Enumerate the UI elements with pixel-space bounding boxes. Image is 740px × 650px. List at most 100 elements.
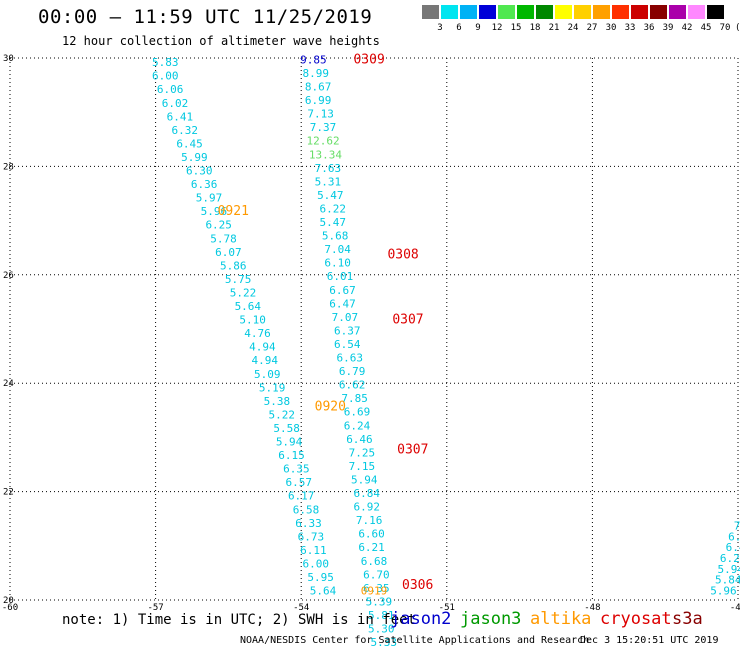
wave-height-value: 5.64 xyxy=(310,585,337,598)
legend-swatch xyxy=(631,5,648,19)
y-tick-label: 30 xyxy=(3,54,14,64)
wave-height-value: 6.35 xyxy=(283,463,310,476)
legend-swatch xyxy=(517,5,534,19)
wave-height-value: 4.94 xyxy=(249,341,276,354)
wave-height-value: 4.76 xyxy=(244,327,271,340)
wave-height-value: 6.24 xyxy=(720,552,740,565)
wave-height-value: 6.46 xyxy=(346,433,373,446)
wave-height-value: 6.68 xyxy=(361,555,388,568)
wave-height-value: 6.30 xyxy=(186,165,213,178)
wave-height-value: 6.17 xyxy=(288,490,315,503)
legend-label: 27 xyxy=(586,23,598,33)
wave-height-value: 5.38 xyxy=(264,395,291,408)
legend-swatch xyxy=(498,5,515,19)
wave-height-value: 8.99 xyxy=(303,67,330,80)
wave-height-value: 6.62 xyxy=(339,379,366,392)
wave-height-value: 6.57 xyxy=(286,476,313,489)
wave-height-value: 6.11 xyxy=(300,544,327,557)
wave-height-value: 7.63 xyxy=(315,162,342,175)
pass-time-label: 0309 xyxy=(353,52,384,67)
pass-time-label: 0921 xyxy=(218,204,249,219)
wave-height-value: 0919 xyxy=(361,585,388,598)
wave-height-value: 7.07 xyxy=(332,311,359,324)
pass-time-label: 0306 xyxy=(402,578,433,593)
wave-height-value: 7.25 xyxy=(349,446,376,459)
legend-swatch xyxy=(460,5,477,19)
wave-height-value: 5.47 xyxy=(317,189,344,202)
wave-height-value: 6.99 xyxy=(305,94,332,107)
wave-height-value: 5.30 xyxy=(368,623,395,636)
legend-swatch xyxy=(479,5,496,19)
y-tick-label: 24 xyxy=(3,379,14,389)
y-tick-label: 20 xyxy=(3,596,14,606)
wave-height-value: 5.84 xyxy=(715,574,740,587)
credit-timestamp: Dec 3 15:20:51 UTC 2019 xyxy=(580,635,719,646)
legend-label: 21 xyxy=(548,23,560,33)
wave-height-value: 6.10 xyxy=(324,257,351,270)
wave-height-value: 5.64 xyxy=(235,300,262,313)
wave-height-value: 5.19 xyxy=(259,381,286,394)
y-tick-label: 28 xyxy=(3,162,14,172)
footer-text: NOAA/NESDIS Center for Satellite Applica… xyxy=(240,635,590,646)
legend-label: (ft) xyxy=(735,23,740,33)
wave-height-value: 6.02 xyxy=(162,97,189,110)
wave-height-value: 4.94 xyxy=(252,354,279,367)
wave-height-value: 5.22 xyxy=(269,408,296,421)
wave-height-value: 7. xyxy=(734,520,740,533)
legend-swatch xyxy=(707,5,724,19)
wave-height-value: 7.16 xyxy=(356,514,383,527)
legend-label: 12 xyxy=(491,23,503,33)
wave-height-value: 6.70 xyxy=(363,568,390,581)
wave-height-value: 6.21 xyxy=(358,541,385,554)
wave-height-value: 5.96 xyxy=(710,585,737,598)
wave-height-value: 6.92 xyxy=(353,501,380,514)
wave-height-value: 6.25 xyxy=(205,219,232,232)
wave-height-value: 5.10 xyxy=(239,314,266,327)
wave-height-value: 6.4 xyxy=(726,541,740,554)
legend-label: 36 xyxy=(643,23,655,33)
wave-height-value: 7.37 xyxy=(310,121,337,134)
legend-swatch xyxy=(688,5,705,19)
legend-label: 18 xyxy=(529,23,541,33)
wave-height-value: 5.09 xyxy=(254,368,281,381)
wave-height-value: 7.15 xyxy=(349,460,376,473)
wave-height-value: 6.06 xyxy=(157,83,184,96)
wave-height-value: 5.75 xyxy=(225,273,252,286)
wave-height-value: 7.04 xyxy=(324,243,351,256)
wave-height-value: 5.86 xyxy=(220,259,247,272)
x-tick-label: -57 xyxy=(147,603,163,613)
wave-height-value: 5.33 xyxy=(370,636,397,649)
wave-height-value: 6.84 xyxy=(353,487,380,500)
wave-height-value: 5.96 xyxy=(201,205,228,218)
wave-height-value: 5.95 xyxy=(307,571,334,584)
wave-height-value: 6.45 xyxy=(176,137,203,150)
wave-height-value: 6.33 xyxy=(295,517,322,530)
wave-height-value: 5.94 xyxy=(276,436,303,449)
wave-height-value: 5.99 xyxy=(181,151,208,164)
wave-height-value: 5.97 xyxy=(196,192,223,205)
wave-height-value: 6.24 xyxy=(344,419,371,432)
wave-height-value: 6.32 xyxy=(171,124,198,137)
wave-height-value: 12.62 xyxy=(306,135,339,148)
x-tick-label: -60 xyxy=(2,603,18,613)
legend-swatch xyxy=(422,5,439,19)
wave-height-value: 6.35 xyxy=(363,582,390,595)
legend-swatch xyxy=(574,5,591,19)
legend-swatch xyxy=(536,5,553,19)
legend-label: 39 xyxy=(662,23,674,33)
x-tick-label: -45 xyxy=(730,603,740,613)
legend-label: 70 xyxy=(719,23,731,33)
satellite-altika: altika xyxy=(530,609,592,629)
legend-label: 24 xyxy=(567,23,579,33)
wave-height-value: 6.67 xyxy=(329,284,356,297)
wave-height-value: 6.01 xyxy=(327,270,354,283)
wave-height-value: 6.2 xyxy=(728,530,740,543)
wave-height-value: 5.94 xyxy=(351,473,378,486)
wave-height-value: 5.39 xyxy=(366,595,393,608)
wave-height-value: 6.54 xyxy=(334,338,361,351)
wave-height-value: 5.22 xyxy=(230,286,257,299)
legend-label: 3 xyxy=(437,23,443,33)
wave-height-value: 6.73 xyxy=(298,530,325,543)
wave-height-value: 5.58 xyxy=(273,422,300,435)
wave-height-value: 5.68 xyxy=(322,230,349,243)
